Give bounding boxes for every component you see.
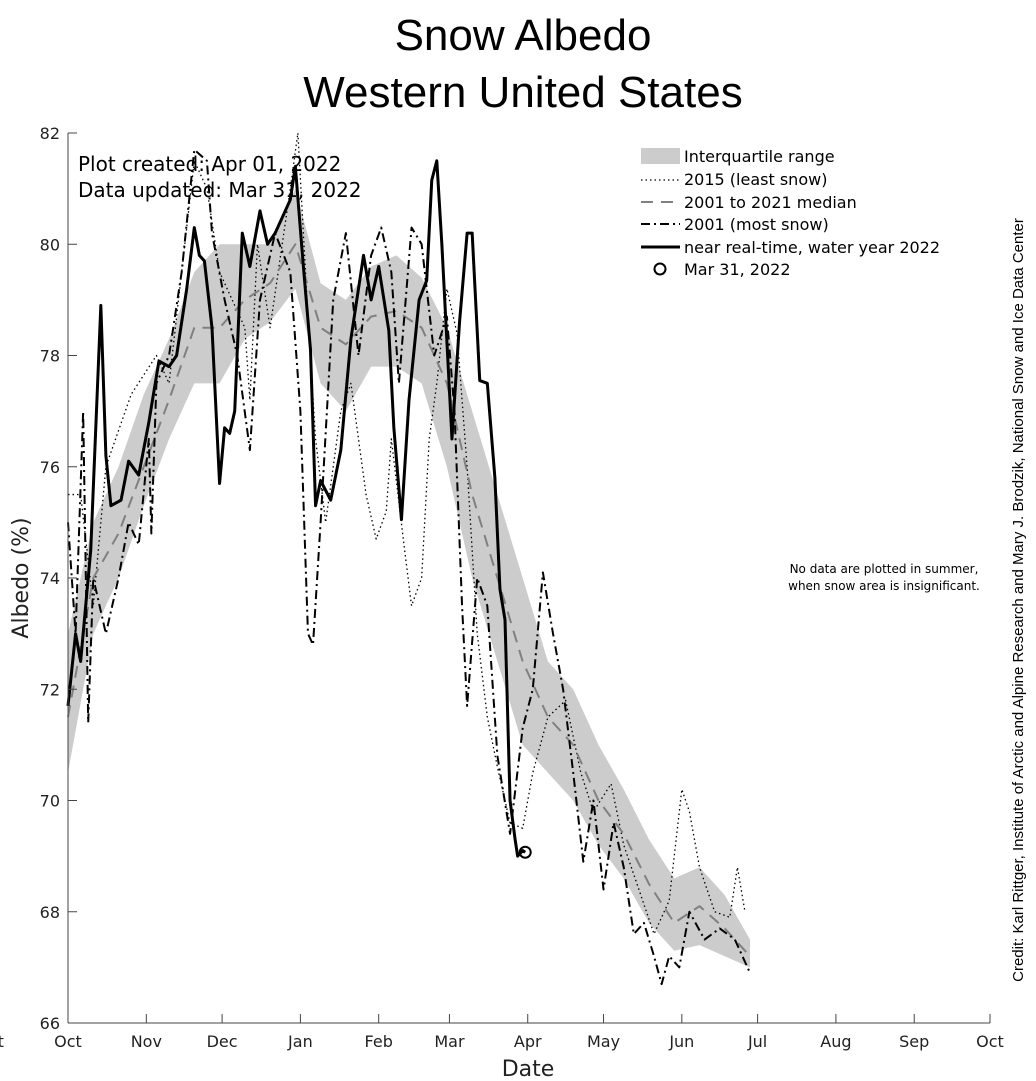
y-tick-label: 72 xyxy=(40,680,60,699)
y-axis-label: Albedo (%) xyxy=(9,517,34,638)
x-tick-label: Feb xyxy=(365,1032,393,1051)
x-tick-label: Sep xyxy=(899,1032,929,1051)
credit-text: Credit: Karl Rittger, Institute of Arcti… xyxy=(1010,218,1027,982)
y-tick-label: 66 xyxy=(40,1014,60,1033)
x-tick-label: Oct xyxy=(54,1032,82,1051)
series-line-near-real-time-water-year-2022 xyxy=(66,159,527,858)
y-tick-label: 74 xyxy=(40,569,60,588)
x-tick-label: Aug xyxy=(820,1032,851,1051)
summer-note-line1: No data are plotted in summer, xyxy=(790,562,979,576)
chart-subtitle: Western United States xyxy=(303,68,742,117)
x-tick-label: Dec xyxy=(207,1032,238,1051)
iqr-band xyxy=(68,188,751,968)
legend-label-iqr: Interquartile range xyxy=(684,147,835,166)
x-tick-label: Nov xyxy=(131,1032,162,1051)
plot-area xyxy=(66,132,751,986)
y-tick-label: 80 xyxy=(40,235,60,254)
legend-label-nrt: near real-time, water year 2022 xyxy=(684,238,940,257)
summer-note-line2: when snow area is insignificant. xyxy=(788,579,980,593)
y-tick-label: 68 xyxy=(40,903,60,922)
x-tick-label: Jan xyxy=(287,1032,313,1051)
y-tick-label: 78 xyxy=(40,347,60,366)
x-tick-label: Mar xyxy=(434,1032,465,1051)
plot-created-text: Plot created: Apr 01, 2022 xyxy=(78,152,341,176)
legend-label-marker: Mar 31, 2022 xyxy=(684,260,791,279)
x-tick-label: Oct xyxy=(976,1032,1004,1051)
x-tick-label: Apr xyxy=(514,1032,542,1051)
chart-title: Snow Albedo xyxy=(395,11,652,60)
latest-data-marker xyxy=(518,845,532,859)
legend-swatch-marker xyxy=(653,262,667,276)
legend-label-2001: 2001 (most snow) xyxy=(684,215,829,234)
data-updated-text: Data updated: Mar 31, 2022 xyxy=(78,178,362,202)
y-tick-label: 82 xyxy=(40,124,60,143)
x-tick-label-clipped: Oct xyxy=(0,1032,4,1051)
y-tick-label: 76 xyxy=(40,458,60,477)
y-tick-label: 70 xyxy=(40,792,60,811)
x-tick-label: Jun xyxy=(668,1032,694,1051)
legend-label-2015: 2015 (least snow) xyxy=(684,170,827,189)
x-tick-label: Jul xyxy=(747,1032,767,1051)
legend-swatch-iqr xyxy=(641,148,680,164)
series-line-2001-to-2021-median xyxy=(67,243,751,957)
x-tick-label: May xyxy=(587,1032,620,1051)
series-line-2015-least-snow xyxy=(68,132,746,935)
legend: Interquartile range 2015 (least snow) 20… xyxy=(641,147,940,279)
legend-label-median: 2001 to 2021 median xyxy=(684,193,857,212)
x-axis-label: Date xyxy=(502,1057,555,1081)
